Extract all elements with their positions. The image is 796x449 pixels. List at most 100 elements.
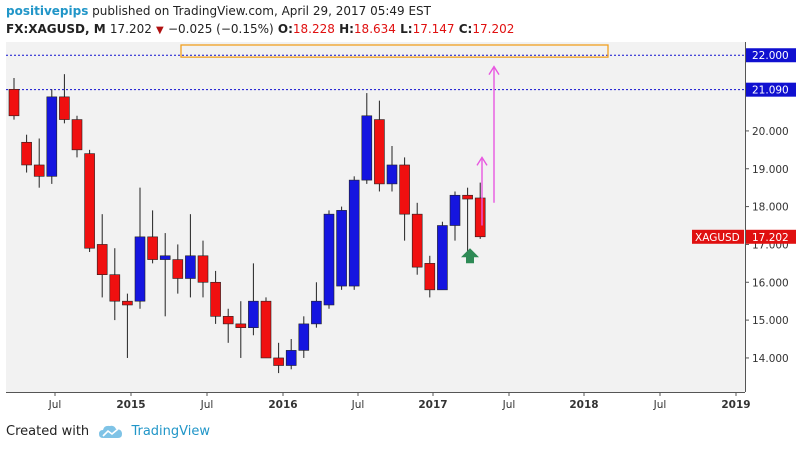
- candle: [449, 191, 461, 241]
- candle-body: [449, 194, 461, 226]
- publish-info: published on TradingView.com, April 29, …: [92, 4, 432, 18]
- candle: [84, 149, 95, 252]
- candle-body: [424, 263, 436, 291]
- candle-body: [84, 153, 95, 249]
- candle: [260, 297, 272, 359]
- candle-body: [235, 323, 247, 328]
- candle: [210, 270, 221, 324]
- x-tick-label: 2017: [418, 399, 447, 411]
- candle: [361, 93, 373, 184]
- candle-body: [8, 88, 20, 117]
- low-value: 17.147: [412, 22, 455, 36]
- candlestick-chart[interactable]: 14.00015.00016.00017.00018.00019.00020.0…: [6, 42, 796, 414]
- level-tag: [746, 82, 796, 97]
- candle: [8, 77, 20, 120]
- candle-body: [374, 119, 385, 185]
- projection-arrow-head: [476, 156, 488, 166]
- open-value: 18.228: [292, 22, 335, 36]
- candle: [59, 74, 70, 124]
- close-label: C:: [458, 22, 473, 36]
- candle: [474, 182, 486, 239]
- x-tick-label: Jul: [502, 399, 516, 411]
- projection-arrow: [476, 156, 488, 226]
- candle: [46, 89, 58, 184]
- author-link[interactable]: positivepips: [6, 4, 89, 18]
- candle: [185, 214, 196, 298]
- candle: [386, 146, 398, 192]
- last-price: 17.202: [109, 22, 152, 36]
- candle-body: [96, 244, 108, 276]
- candle: [159, 233, 171, 317]
- candle-body: [122, 300, 133, 306]
- y-tick-label: 16.000: [752, 277, 789, 289]
- candle: [235, 301, 247, 358]
- high-label: H:: [339, 22, 354, 36]
- y-tick-label: 19.000: [752, 164, 789, 176]
- candle-body: [437, 225, 448, 291]
- candle: [273, 342, 284, 374]
- candle: [134, 187, 146, 309]
- candle-body: [348, 179, 360, 287]
- tradingview-cloud-icon: [99, 425, 123, 438]
- x-tick-label: Jul: [48, 399, 62, 411]
- candle-body: [386, 164, 398, 185]
- level-tag: [746, 48, 796, 63]
- symbol-tag: [692, 229, 744, 244]
- x-tick-label: 2019: [721, 399, 750, 411]
- candle-body: [71, 119, 83, 151]
- candle: [298, 316, 310, 358]
- candle-body: [298, 323, 310, 351]
- candle-body: [21, 141, 32, 166]
- candle: [311, 282, 322, 328]
- projection-arrow-head: [488, 65, 500, 75]
- candle: [374, 100, 385, 192]
- y-tick-label: 14.000: [752, 353, 789, 365]
- candle-body: [109, 274, 121, 302]
- candle-body: [399, 164, 410, 215]
- candle-body: [474, 197, 486, 238]
- candle-body: [159, 255, 171, 260]
- candle-body: [147, 236, 158, 260]
- candle: [33, 138, 45, 188]
- candle: [197, 240, 209, 298]
- candle-body: [361, 115, 373, 181]
- open-label: O:: [277, 22, 293, 36]
- candle-body: [323, 213, 335, 306]
- candle-body: [185, 255, 196, 279]
- candle-body: [210, 281, 221, 317]
- tradingview-link[interactable]: TradingView: [131, 424, 210, 439]
- x-tick-label: 2016: [268, 399, 297, 411]
- x-tick-label: Jul: [200, 399, 214, 411]
- candle-body: [411, 213, 423, 268]
- x-tick-label: 2018: [569, 399, 598, 411]
- y-tick-label: 22.000: [752, 50, 789, 62]
- candle: [285, 339, 297, 370]
- y-tick-label: 18.000: [752, 202, 789, 214]
- last-price-label: 17.202: [752, 232, 789, 244]
- candle-body: [59, 96, 70, 120]
- x-tick-label: Jul: [351, 399, 365, 411]
- candle: [21, 134, 32, 173]
- candle: [399, 157, 410, 241]
- candle-body: [311, 300, 322, 325]
- footer: Created with TradingView: [6, 423, 210, 441]
- candle: [96, 214, 108, 298]
- projection-arrow: [488, 65, 500, 203]
- candle-body: [273, 357, 284, 366]
- candle: [71, 115, 83, 158]
- price-change: −0.025 (−0.15%): [167, 22, 274, 36]
- candle-body: [197, 255, 209, 283]
- candle-body: [172, 259, 184, 279]
- symbol-tag-label: XAGUSD: [695, 232, 740, 244]
- candle: [424, 255, 436, 298]
- plot-background: [6, 42, 745, 392]
- symbol-name: FX:XAGUSD, M: [6, 22, 106, 36]
- created-with-text: Created with: [6, 424, 90, 439]
- candle: [248, 263, 259, 336]
- down-triangle-icon: ▼: [156, 25, 164, 36]
- candle: [122, 293, 133, 358]
- candle: [147, 210, 158, 264]
- candle-body: [134, 236, 146, 302]
- symbol-line: FX:XAGUSD, M 17.202 ▼ −0.025 (−0.15%) O:…: [6, 21, 514, 39]
- candle: [411, 202, 423, 275]
